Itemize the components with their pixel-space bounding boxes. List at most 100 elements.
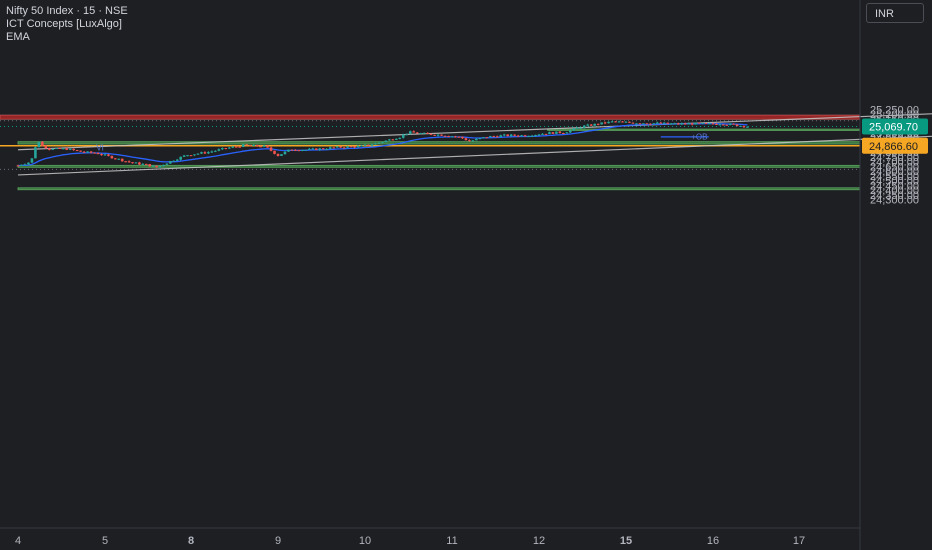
candle[interactable] [433, 134, 436, 136]
candle[interactable] [541, 133, 544, 135]
candle[interactable] [395, 138, 398, 140]
candle[interactable] [335, 145, 339, 148]
candle[interactable] [391, 138, 395, 141]
candle[interactable] [607, 121, 610, 124]
candle[interactable] [280, 154, 283, 157]
candle[interactable] [114, 157, 117, 160]
candle[interactable] [582, 125, 586, 129]
candle[interactable] [603, 121, 607, 125]
candle[interactable] [735, 124, 739, 127]
candle[interactable] [708, 122, 711, 125]
candle[interactable] [203, 151, 207, 155]
candle[interactable] [353, 146, 356, 149]
candle[interactable] [485, 137, 489, 139]
candle[interactable] [562, 132, 565, 135]
candle[interactable] [610, 120, 614, 123]
candle[interactable] [415, 131, 419, 134]
candle[interactable] [464, 137, 468, 141]
candle[interactable] [513, 134, 516, 137]
candle[interactable] [728, 123, 732, 126]
candle[interactable] [426, 132, 429, 134]
candle[interactable] [534, 134, 537, 137]
candle[interactable] [447, 135, 450, 137]
candle[interactable] [124, 161, 127, 163]
candle[interactable] [134, 162, 138, 164]
candle[interactable] [704, 122, 708, 124]
candle[interactable] [388, 138, 391, 141]
candle[interactable] [44, 145, 48, 149]
candle[interactable] [120, 158, 124, 162]
candle[interactable] [175, 158, 179, 162]
candle[interactable] [617, 120, 621, 123]
candle[interactable] [245, 144, 248, 146]
candle[interactable] [131, 162, 134, 164]
candle[interactable] [248, 144, 252, 147]
candle[interactable] [687, 122, 690, 125]
candle[interactable] [666, 122, 670, 124]
candle[interactable] [189, 155, 193, 157]
candle[interactable] [318, 147, 322, 151]
channel-upper-line[interactable] [17, 103, 932, 151]
candle[interactable] [41, 141, 44, 147]
candle[interactable] [54, 147, 58, 150]
candle[interactable] [196, 153, 200, 155]
candle[interactable] [499, 134, 503, 138]
candle[interactable] [589, 123, 593, 126]
candle[interactable] [722, 124, 725, 126]
price-tag[interactable]: 25,069.70 [862, 118, 928, 135]
candle[interactable] [565, 131, 569, 134]
candle[interactable] [141, 163, 145, 165]
candle[interactable] [255, 144, 259, 147]
candle[interactable] [478, 138, 482, 140]
candle[interactable] [332, 147, 335, 149]
candle[interactable] [186, 155, 189, 157]
candle[interactable] [502, 133, 506, 137]
candle[interactable] [304, 149, 308, 151]
candle[interactable] [241, 143, 245, 148]
candle[interactable] [214, 150, 217, 153]
candle[interactable] [520, 134, 523, 137]
candle[interactable] [283, 151, 287, 155]
candle[interactable] [555, 131, 558, 134]
candle[interactable] [652, 123, 656, 125]
candle[interactable] [325, 148, 329, 150]
candle[interactable] [75, 149, 79, 152]
candle[interactable] [600, 122, 603, 125]
candle[interactable] [482, 137, 485, 139]
currency-button[interactable]: INR [866, 3, 924, 23]
candle[interactable] [642, 123, 645, 125]
candle[interactable] [89, 151, 93, 154]
candle[interactable] [155, 165, 158, 168]
candle[interactable] [34, 146, 37, 159]
candle[interactable] [48, 147, 51, 151]
candle[interactable] [631, 122, 635, 124]
candle[interactable] [621, 120, 624, 123]
candle[interactable] [259, 145, 262, 148]
candle[interactable] [110, 155, 114, 159]
candle[interactable] [509, 133, 513, 137]
candle[interactable] [656, 121, 659, 124]
candle[interactable] [117, 158, 121, 160]
demand-zone[interactable] [17, 141, 861, 145]
time-axis[interactable]: 4 5 8 9 10 11 12 15 16 17 [15, 535, 805, 547]
candle[interactable] [367, 144, 370, 146]
candle[interactable] [673, 122, 677, 125]
candle[interactable] [739, 125, 742, 127]
candle[interactable] [346, 145, 349, 149]
candle[interactable] [210, 150, 214, 153]
candle[interactable] [374, 142, 377, 145]
candle[interactable] [558, 131, 562, 134]
candle[interactable] [676, 122, 680, 125]
candle[interactable] [701, 122, 704, 124]
candle[interactable] [238, 146, 242, 148]
candle[interactable] [276, 153, 280, 157]
candle[interactable] [297, 149, 301, 152]
candle[interactable] [301, 149, 304, 152]
candle[interactable] [572, 128, 576, 132]
price-tag[interactable]: 24,866.60 [862, 137, 928, 154]
candle[interactable] [401, 133, 405, 139]
candle[interactable] [207, 151, 210, 155]
candle[interactable] [287, 149, 290, 153]
candle[interactable] [273, 150, 276, 155]
candle[interactable] [575, 127, 579, 129]
